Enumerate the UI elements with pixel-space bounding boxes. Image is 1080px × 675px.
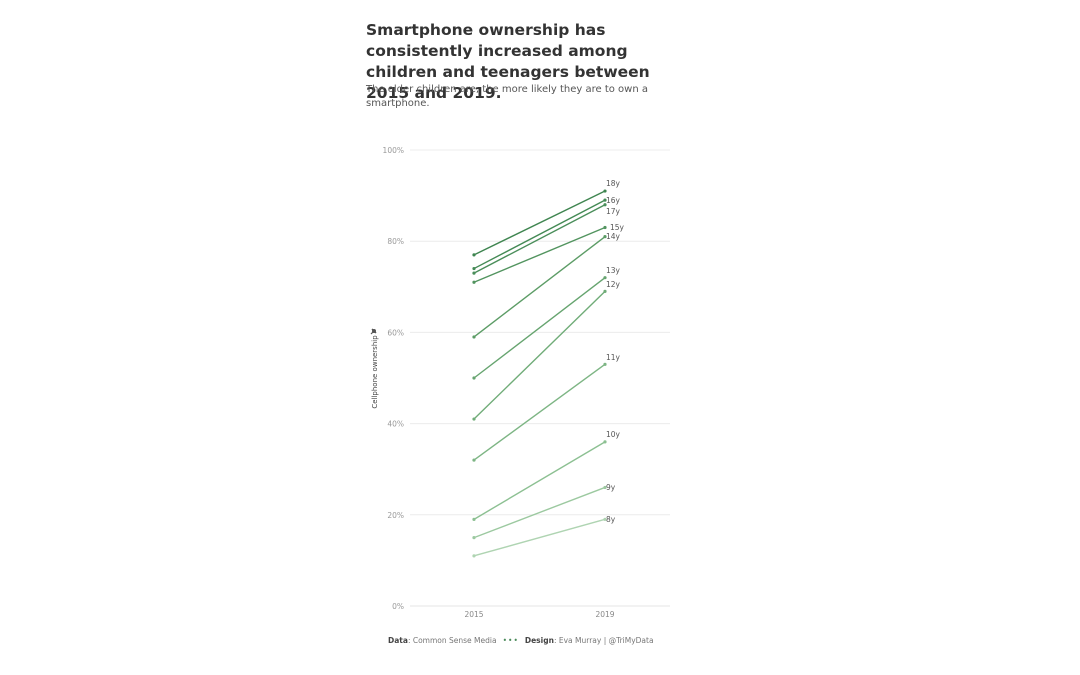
series-label-10y: 10y: [606, 430, 621, 439]
point-2019-11y: [603, 362, 607, 366]
series-line-18y: [473, 190, 606, 256]
point-2019-15y: [603, 225, 607, 230]
series-label-13y: 13y: [606, 266, 621, 275]
series-label-11y: 11y: [606, 353, 621, 362]
point-2019-17y: [603, 203, 607, 207]
y-axis-label-group: Cellphone ownership: [370, 328, 379, 409]
point-2019-12y: [603, 289, 607, 293]
footer-design-label: Design: [524, 636, 554, 645]
point-2019-9y: [603, 485, 607, 490]
point-2015-12y: [472, 417, 476, 421]
series-line-15y: [473, 226, 606, 283]
point-2019-14y: [603, 235, 607, 239]
series-label-14y: 14y: [606, 232, 621, 241]
series-line-16y: [473, 199, 606, 270]
y-tick-label-40: 40%: [387, 420, 404, 429]
series-label-17y: 17y: [606, 207, 621, 216]
footer-separator: •••: [502, 636, 519, 645]
y-tick-label-0: 0%: [392, 602, 404, 611]
chart-subtitle: The older children are, the more likely …: [366, 84, 649, 109]
point-2015-13y: [472, 376, 476, 380]
point-2015-9y: [472, 536, 476, 540]
y-tick-label-20: 20%: [387, 511, 404, 520]
point-2015-10y: [472, 517, 476, 521]
x-tick-label-2015: 2015: [464, 610, 483, 619]
point-2015-8y: [472, 554, 476, 558]
series-label-18y: 18y: [606, 179, 621, 188]
point-2015-15y: [472, 280, 476, 284]
footer-data-source: Common Sense Media: [412, 636, 497, 645]
series-line-9y: [473, 486, 606, 539]
gridlines: [410, 149, 670, 607]
x-axis-ticks: 2015 2019: [464, 610, 614, 619]
footer-data-label: Data: [388, 636, 408, 645]
footer: Data: Common Sense Media ••• Design: Eva M…: [388, 636, 654, 645]
point-2019-10y: [603, 440, 607, 444]
series-label-9y: 9y: [606, 483, 616, 492]
series-label-16y: 16y: [606, 196, 621, 205]
point-2015-11y: [472, 458, 476, 462]
x-tick-label-2019: 2019: [595, 610, 614, 619]
point-2019-18y: [603, 189, 607, 193]
footer-design-credit: Eva Murray | @TriMyData: [558, 636, 654, 645]
series-line-11y: [473, 363, 606, 461]
series-label-15y: 15y: [610, 223, 625, 232]
series-line-12y: [473, 290, 606, 420]
y-tick-label-60: 60%: [387, 328, 404, 337]
series-lines: [472, 189, 607, 558]
y-tick-label-100: 100%: [383, 146, 404, 155]
series-line-14y: [473, 236, 606, 338]
series-line-10y: [473, 441, 606, 520]
series-label-12y: 12y: [606, 280, 621, 289]
chart-title: Smartphone ownership has consistently in…: [366, 21, 650, 102]
point-2015-16y: [472, 266, 476, 271]
series-line-17y: [473, 204, 606, 274]
series-line-13y: [473, 277, 606, 379]
point-2015-17y: [472, 271, 476, 275]
y-axis-ticks: 0% 20% 40% 60% 80% 100%: [383, 146, 404, 611]
point-2015-14y: [472, 335, 476, 339]
point-2019-8y: [603, 517, 607, 521]
point-2015-18y: [472, 253, 476, 257]
y-axis-label: Cellphone ownership: [371, 335, 379, 409]
pin-icon[interactable]: [370, 328, 377, 335]
series-label-8y: 8y: [606, 515, 616, 524]
y-tick-label-80: 80%: [387, 237, 404, 246]
point-2019-16y: [603, 198, 607, 202]
point-2019-13y: [603, 276, 607, 280]
series-line-8y: [473, 518, 606, 557]
